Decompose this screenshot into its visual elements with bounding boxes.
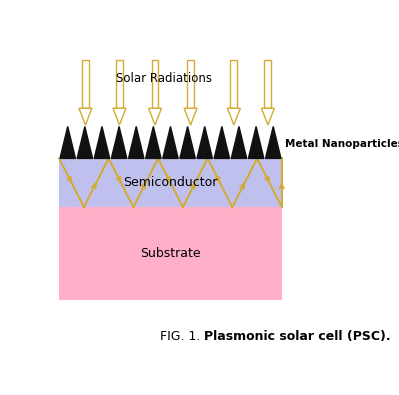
Polygon shape [231,126,247,158]
Text: Plasmonic solar cell (PSC).: Plasmonic solar cell (PSC). [204,330,391,343]
Polygon shape [60,126,75,158]
Polygon shape [265,126,281,158]
Polygon shape [248,126,264,158]
Bar [59,207,282,300]
Polygon shape [128,126,144,158]
Polygon shape [77,126,93,158]
Bar [187,60,194,108]
Polygon shape [111,126,127,158]
Polygon shape [94,126,110,158]
Polygon shape [180,126,196,158]
Text: FIG. 1.: FIG. 1. [160,330,204,343]
Polygon shape [148,108,162,125]
Polygon shape [197,126,212,158]
Bar [116,60,123,108]
Polygon shape [227,108,240,125]
Bar [59,158,282,207]
Bar [82,60,89,108]
Polygon shape [146,126,161,158]
Polygon shape [79,108,92,125]
Text: Semiconductor: Semiconductor [123,176,218,189]
Polygon shape [113,108,126,125]
Polygon shape [163,126,178,158]
Bar [231,60,237,108]
Text: Substrate: Substrate [140,247,201,260]
Bar [152,60,158,108]
Polygon shape [261,108,275,125]
Text: Metal Nanoparticles: Metal Nanoparticles [285,139,399,149]
Polygon shape [184,108,197,125]
Text: Solar Radiations: Solar Radiations [116,72,212,85]
Bar [265,60,271,108]
Polygon shape [214,126,229,158]
